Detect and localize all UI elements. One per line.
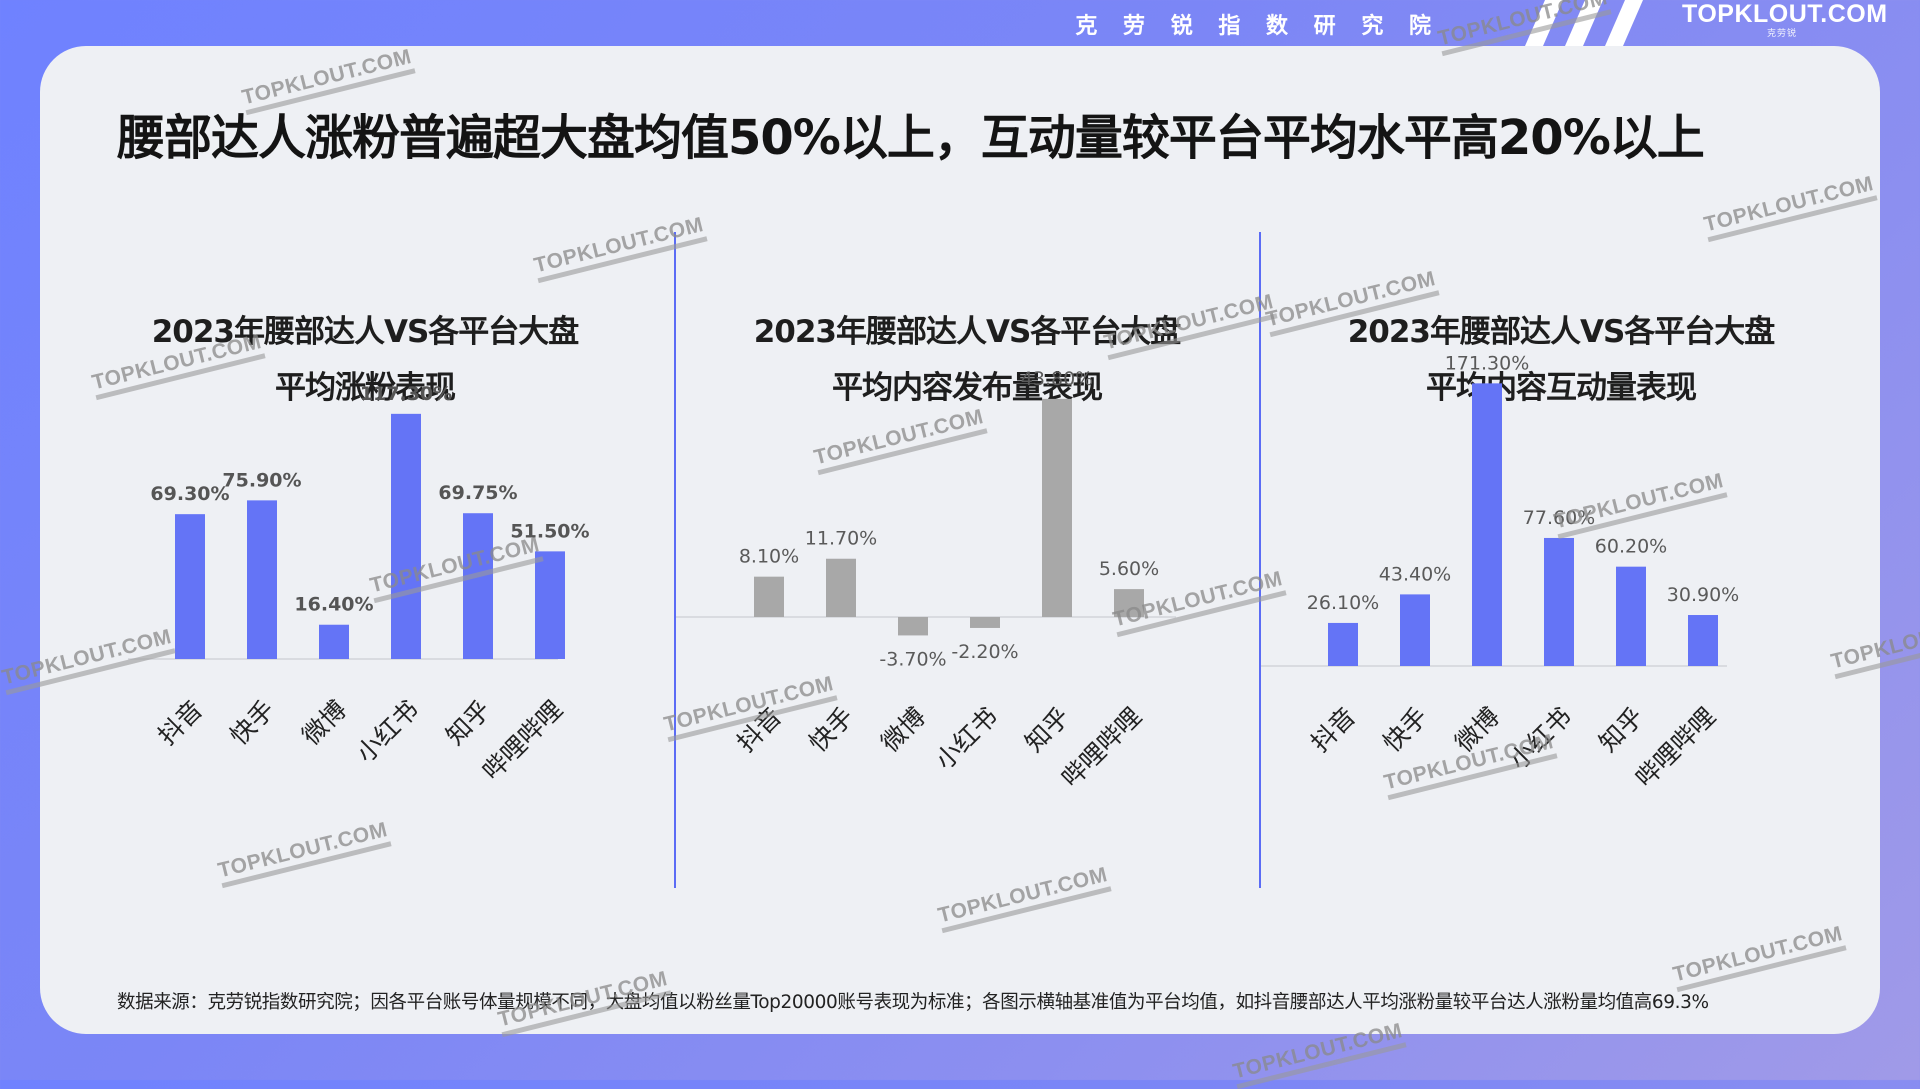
bar — [319, 624, 349, 659]
bar — [1328, 622, 1358, 666]
data-label: 16.40% — [294, 594, 373, 616]
bar — [970, 617, 1000, 628]
data-label: -3.70% — [879, 648, 946, 670]
bar — [535, 551, 565, 659]
chart-title-line2: 平均内容互动量表现 — [1426, 370, 1697, 406]
data-label: 117.30% — [360, 383, 452, 405]
category-label: 知乎 — [1593, 702, 1649, 758]
category-label: 小红书 — [351, 695, 425, 769]
bar — [1688, 615, 1718, 666]
bar — [826, 558, 856, 617]
data-label: 43.80% — [1021, 368, 1093, 390]
category-label: 抖音 — [1305, 702, 1361, 758]
category-label: 抖音 — [731, 702, 787, 758]
category-label: 知乎 — [1019, 702, 1075, 758]
data-label: 5.60% — [1099, 558, 1159, 580]
panel-divider — [1259, 232, 1261, 888]
bar — [1616, 566, 1646, 666]
chart-title-line1: 2023年腰部达人VS各平台大盘 — [151, 314, 580, 350]
data-label: 69.30% — [150, 483, 229, 505]
topklout-logo: TOPKLOUT.COM 克劳锐 — [1682, 0, 1888, 46]
chart-panel-content-volume: 2023年腰部达人VS各平台大盘 平均内容发布量表现 8.10% 抖音 11.70%… — [676, 246, 1258, 926]
data-label: 30.90% — [1667, 584, 1739, 606]
category-label: 微博 — [875, 702, 931, 758]
data-label: 171.30% — [1445, 352, 1530, 374]
bar — [463, 513, 493, 659]
chart-title: 2023年腰部达人VS各平台大盘 平均涨粉表现 — [80, 304, 650, 416]
chart-panel-follower-growth: 2023年腰部达人VS各平台大盘 平均涨粉表现 69.30% 抖音 75.90% 快手… — [80, 246, 650, 926]
bar — [247, 500, 277, 659]
data-label: 60.20% — [1595, 536, 1667, 558]
bar — [1472, 383, 1502, 666]
category-label: 小红书 — [930, 702, 1004, 776]
data-label: 26.10% — [1307, 592, 1379, 614]
bar — [1544, 537, 1574, 666]
data-source-note: 数据来源：克劳锐指数研究院；因各平台账号体量规模不同，大盘均值以粉丝量Top20… — [117, 992, 1709, 1013]
category-label: 快手 — [803, 702, 859, 758]
data-label: 75.90% — [222, 469, 301, 491]
category-label: 哔哩哔哩 — [1630, 702, 1721, 793]
top-bar: 克 劳 锐 指 数 研 究 院 TOPKLOUT.COM 克劳锐 — [0, 0, 1920, 46]
bar — [175, 514, 205, 659]
data-label: 77.60% — [1523, 507, 1595, 529]
decorative-stripes — [1525, 0, 1643, 46]
data-label: 51.50% — [510, 520, 589, 542]
data-label: -2.20% — [951, 641, 1018, 663]
bar — [754, 576, 784, 617]
bar — [391, 413, 421, 659]
category-label: 微博 — [1449, 702, 1505, 758]
category-label: 快手 — [1377, 702, 1433, 758]
chart-title-line2: 平均涨粉表现 — [275, 370, 456, 406]
category-label: 小红书 — [1504, 702, 1578, 776]
category-label: 抖音 — [152, 695, 208, 751]
bar — [1042, 398, 1072, 617]
category-label: 微博 — [296, 695, 352, 751]
category-label: 快手 — [224, 695, 280, 751]
data-label: 8.10% — [739, 546, 799, 568]
brand-name: 克 劳 锐 指 数 研 究 院 — [1075, 14, 1440, 39]
logo-subtext: 克劳锐 — [1766, 29, 1797, 39]
category-label: 知乎 — [440, 695, 496, 751]
bar — [898, 617, 928, 636]
data-label: 69.75% — [438, 482, 517, 504]
bar-chart: 26.10% 抖音 43.40% 快手 171.30% 微博 77.60% 小红书 60.20%… — [1261, 352, 1739, 793]
chart-panel-interaction: 2023年腰部达人VS各平台大盘 平均内容互动量表现 26.10% 抖音 43.40… — [1261, 246, 1861, 926]
logo-text: TOPKLOUT.COM — [1682, 0, 1888, 28]
data-label: 11.70% — [805, 528, 877, 550]
bar — [1400, 594, 1430, 666]
data-label: 43.40% — [1379, 563, 1451, 585]
content-card: 腰部达人涨粉普遍超大盘均值50%以上，互动量较平台平均水平高20%以上 2023… — [40, 46, 1880, 1034]
bar-chart: 8.10% 抖音 11.70% 快手 -3.70% 微博 -2.20% 小红书 43.80% 知乎… — [676, 368, 1176, 793]
watermark-bar — [1236, 1042, 1407, 1089]
category-label: 哔哩哔哩 — [1056, 702, 1147, 793]
category-label: 哔哩哔哩 — [477, 695, 568, 786]
page-title: 腰部达人涨粉普遍超大盘均值50%以上，互动量较平台平均水平高20%以上 — [117, 110, 1705, 166]
bar-chart: 69.30% 抖音 75.90% 快手 16.40% 微博 117.30% 小红书 69.75%… — [128, 383, 590, 786]
panel-divider — [674, 232, 676, 888]
bar — [1114, 589, 1144, 617]
